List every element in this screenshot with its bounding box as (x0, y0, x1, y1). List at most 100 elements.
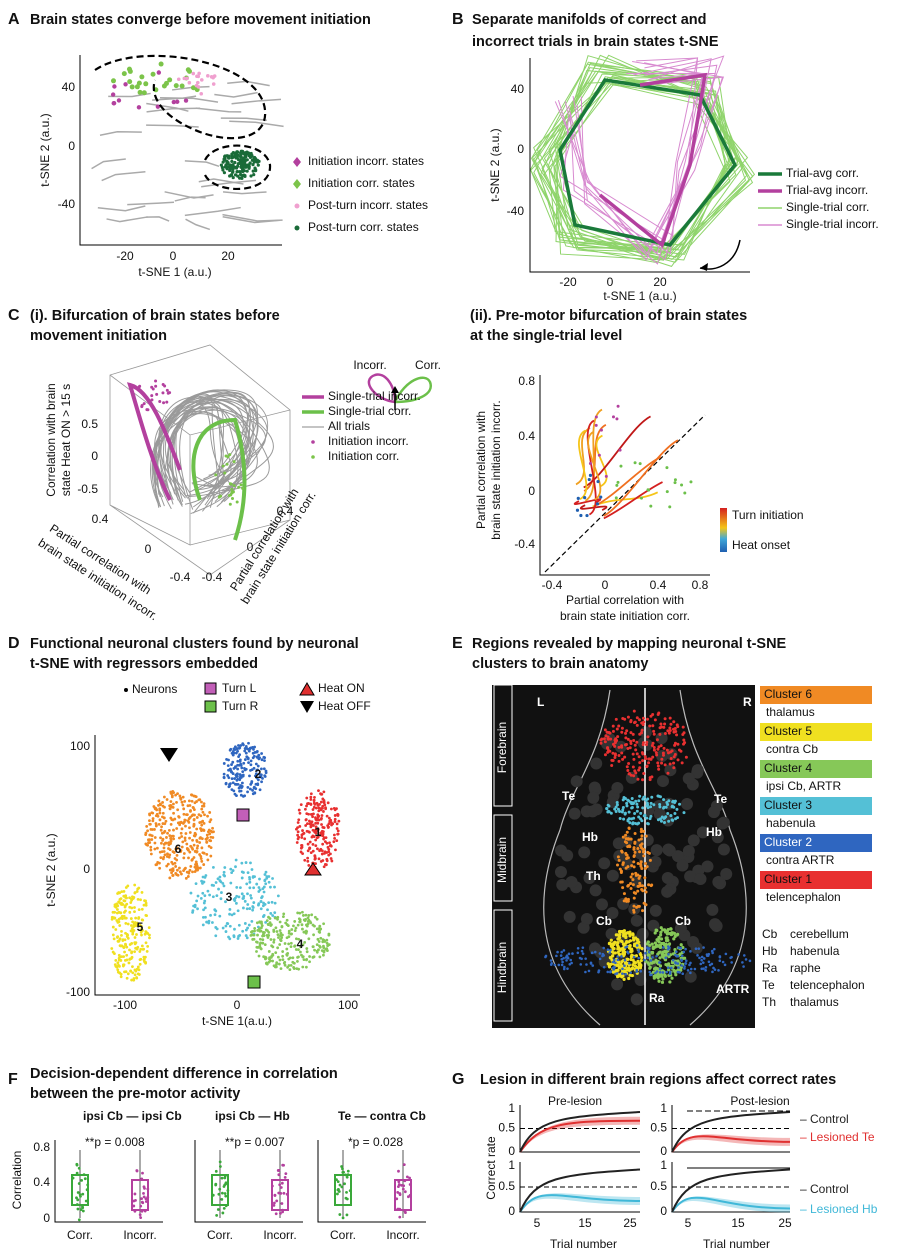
dot (680, 798, 693, 811)
dot (133, 941, 137, 945)
dot (129, 969, 133, 973)
dot (629, 731, 633, 735)
dot (310, 913, 314, 917)
dot (649, 805, 653, 809)
dot (611, 758, 615, 762)
tick-label: 0.4 (33, 1175, 50, 1189)
cluster-region: contra ARTR (766, 853, 835, 867)
dot (75, 1171, 79, 1175)
dot (702, 957, 706, 960)
dot (131, 895, 134, 899)
dot (133, 936, 137, 939)
dot (261, 938, 265, 942)
dot (195, 850, 199, 854)
dot (153, 828, 156, 831)
dot (629, 742, 633, 746)
dot (126, 972, 130, 976)
dot (332, 833, 336, 837)
dot (623, 958, 627, 962)
region-label: Th (586, 869, 601, 883)
dot (696, 826, 709, 839)
tick-label: 100 (338, 998, 358, 1012)
region-bar (493, 684, 513, 807)
dot (165, 400, 169, 404)
dot (611, 978, 624, 991)
dot (396, 1208, 399, 1212)
dot (645, 865, 649, 869)
dot (317, 857, 321, 861)
dot (637, 948, 640, 951)
dot (667, 954, 671, 959)
dot (211, 895, 215, 899)
dot (575, 508, 580, 512)
dot (195, 827, 199, 831)
dot (316, 813, 320, 817)
dot (267, 915, 270, 919)
dot (605, 927, 618, 940)
panel-title: Functional neuronal clusters found by ne… (30, 636, 359, 652)
cluster-region: thalamus (766, 705, 815, 719)
curve (146, 124, 199, 128)
tick-label: -0.4 (514, 537, 535, 551)
dot (658, 961, 662, 964)
dot (301, 910, 304, 914)
curve (220, 117, 267, 121)
dot (221, 1211, 225, 1215)
dot (150, 838, 154, 841)
dot (639, 496, 643, 500)
dot (113, 916, 117, 920)
dot (296, 923, 300, 927)
dot (276, 933, 280, 937)
dot (630, 872, 634, 876)
dot (616, 480, 620, 484)
cluster-swatch (760, 760, 872, 778)
dot (205, 920, 209, 924)
dot (84, 1199, 88, 1203)
dot (276, 955, 280, 959)
dot (340, 1165, 343, 1168)
dot (305, 804, 308, 808)
tick-label: 100 (70, 739, 90, 753)
dot (226, 165, 230, 169)
dot (189, 809, 192, 813)
dot (629, 947, 633, 951)
dot (223, 1192, 227, 1195)
dot (267, 960, 271, 964)
dot (632, 944, 637, 948)
dot (646, 953, 650, 957)
dot (129, 901, 133, 904)
dot (200, 879, 203, 883)
dot (684, 947, 687, 951)
dot (656, 775, 669, 788)
dot (158, 818, 162, 822)
dot (258, 944, 262, 948)
dot (661, 751, 665, 755)
dot (640, 751, 644, 755)
dot (663, 722, 667, 726)
dot (166, 852, 169, 856)
dot (602, 965, 606, 969)
dot (138, 950, 142, 953)
dot (669, 722, 673, 726)
dot (613, 951, 617, 955)
dot (665, 490, 669, 494)
dot (220, 891, 223, 894)
dot (221, 926, 225, 930)
dot (656, 750, 669, 763)
dot (638, 850, 642, 854)
dot (617, 759, 621, 763)
dot (251, 789, 254, 792)
dot (562, 967, 566, 971)
dot (628, 932, 632, 937)
dot (112, 84, 117, 89)
axis-label: t-SNE 1 (a.u.) (603, 289, 676, 303)
dot (398, 1207, 402, 1211)
dot (673, 741, 677, 745)
dot (697, 947, 701, 950)
arrowhead (391, 386, 399, 393)
dot (631, 732, 635, 736)
dot (748, 959, 752, 963)
dot (162, 795, 166, 799)
curve (529, 58, 750, 273)
dot (606, 746, 610, 750)
